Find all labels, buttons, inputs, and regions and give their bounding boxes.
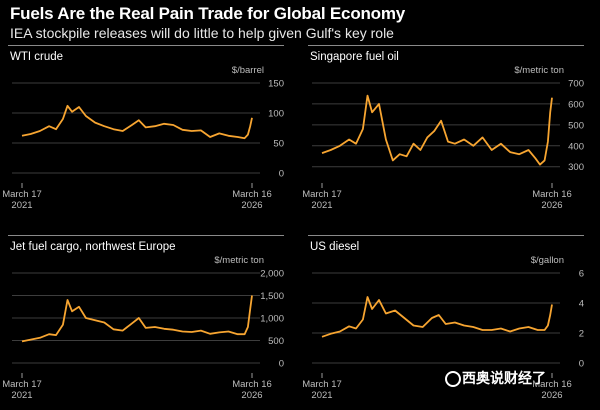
panel-divider — [8, 235, 284, 236]
x-tick-label: March 16 — [532, 189, 572, 200]
chart-title: US diesel — [310, 241, 360, 253]
x-tick-label: March 16 — [232, 379, 272, 390]
page-title: Fuels Are the Real Pain Trade for Global… — [10, 4, 406, 23]
x-tick-label-year: 2021 — [11, 200, 32, 211]
y-tick-label: 600 — [568, 99, 584, 110]
x-tick-label: March 17 — [302, 189, 342, 200]
x-tick-label-year: 2026 — [541, 390, 562, 401]
y-tick-label: 0 — [279, 169, 284, 180]
panel-divider — [8, 45, 284, 46]
chart-unit-label: $/gallon — [530, 255, 564, 266]
x-tick-label: March 17 — [302, 379, 342, 390]
x-tick-label-year: 2021 — [311, 200, 332, 211]
series-line — [21, 295, 253, 343]
chart-panel-us-diesel: US diesel $/gallon 0 2 4 6 March 17 2021 March… — [300, 235, 588, 410]
watermark: 西奥说财经了 — [462, 370, 546, 386]
chart-title: WTI crude — [10, 51, 64, 63]
chart-unit-label: $/barrel — [231, 65, 264, 76]
panel-divider — [308, 235, 584, 236]
x-tick-label-year: 2021 — [11, 390, 32, 401]
panel-divider — [308, 45, 584, 46]
chart-unit-label: $/metric ton — [214, 255, 264, 266]
x-tick-label-year: 2021 — [311, 390, 332, 401]
y-tick-label: 1,500 — [260, 291, 284, 302]
x-tick-label: March 16 — [532, 379, 572, 390]
y-tick-label: 400 — [568, 141, 584, 152]
chart-unit-label: $/metric ton — [514, 65, 564, 76]
x-tick-label-year: 2026 — [541, 200, 562, 211]
x-tick-label-year: 2026 — [241, 200, 262, 211]
y-tick-label: 4 — [579, 299, 584, 310]
y-tick-label: 500 — [268, 336, 284, 347]
series-line — [21, 104, 253, 140]
y-tick-label: 700 — [568, 79, 584, 90]
x-tick-label-year: 2026 — [241, 390, 262, 401]
x-tick-label: March 17 — [2, 189, 42, 200]
y-tick-label: 2 — [579, 329, 584, 340]
chart-title: Singapore fuel oil — [310, 51, 399, 63]
chart-panel-wti: WTI crude $/barrel 0 50 100 150 March 17 2021… — [0, 45, 288, 220]
x-tick-label: March 17 — [2, 379, 42, 390]
y-tick-label: 0 — [279, 359, 284, 370]
y-tick-label: 0 — [579, 359, 584, 370]
y-tick-label: 150 — [268, 79, 284, 90]
y-tick-label: 2,000 — [260, 269, 284, 280]
y-tick-label: 6 — [579, 269, 584, 280]
y-tick-label: 300 — [568, 162, 584, 173]
y-tick-label: 1,000 — [260, 314, 284, 325]
y-tick-label: 50 — [273, 139, 284, 150]
chart-panel-singapore-fuel-oil: Singapore fuel oil $/metric ton 300 400 50… — [300, 45, 588, 220]
series-line — [321, 94, 553, 166]
chart-title: Jet fuel cargo, northwest Europe — [10, 241, 176, 253]
y-tick-label: 500 — [568, 120, 584, 131]
series-line — [321, 296, 553, 338]
y-tick-label: 100 — [268, 109, 284, 120]
watermark-logo-icon — [445, 371, 461, 387]
x-tick-label: March 16 — [232, 189, 272, 200]
chart-panel-jet-fuel: Jet fuel cargo, northwest Europe $/metri… — [0, 235, 288, 410]
page-subtitle: IEA stockpile releases will do little to… — [10, 25, 394, 41]
